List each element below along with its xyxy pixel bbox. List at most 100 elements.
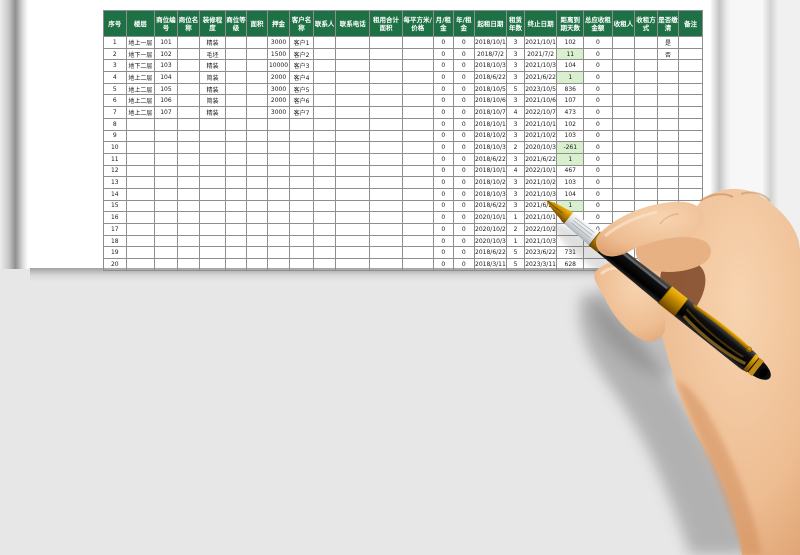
table-cell[interactable]: 0 [583,187,613,201]
table-cell[interactable]: 0 [432,71,455,84]
table-cell[interactable]: 2023/3/11 [523,258,558,271]
table-cell[interactable] [199,258,226,271]
table-cell[interactable] [289,211,314,224]
table-cell[interactable]: 2018/10/1 [473,164,508,178]
table-cell[interactable] [224,211,248,224]
table-cell[interactable] [611,164,636,178]
table-cell[interactable]: 0 [432,176,455,189]
table-cell[interactable] [266,164,291,178]
table-cell[interactable]: 3 [506,36,525,49]
table-cell[interactable] [634,129,658,143]
table-cell[interactable] [125,164,156,178]
table-cell[interactable] [611,223,636,236]
table-cell[interactable] [611,234,636,248]
table-cell[interactable] [369,141,403,154]
table-cell[interactable]: 2 [506,141,525,154]
table-cell[interactable] [335,117,371,131]
table-cell[interactable] [246,176,268,189]
table-cell[interactable] [199,141,226,154]
header-cell[interactable]: 租赁年数 [506,10,525,37]
table-cell[interactable] [678,223,703,236]
table-cell[interactable] [154,117,178,131]
table-cell[interactable]: 2021/10/6 [523,94,558,108]
table-cell[interactable] [312,59,337,73]
table-cell[interactable] [224,59,248,73]
table-cell[interactable] [369,152,403,166]
table-cell[interactable] [266,234,291,248]
table-cell[interactable]: 0 [453,187,475,201]
table-cell[interactable] [176,94,201,108]
table-cell[interactable] [369,258,403,271]
table-cell[interactable] [401,258,434,271]
table-cell[interactable] [611,94,636,108]
table-cell[interactable] [656,258,680,271]
table-cell[interactable] [369,59,403,73]
table-cell[interactable] [199,223,226,236]
table-cell[interactable] [656,176,680,189]
table-cell[interactable]: 10000 [266,59,291,73]
table-cell[interactable] [266,199,291,213]
table-cell[interactable] [224,36,248,49]
table-cell[interactable] [224,164,248,178]
table-cell[interactable] [634,71,658,84]
table-cell[interactable] [611,47,636,61]
table-cell[interactable] [369,71,403,84]
table-cell[interactable] [634,141,658,154]
table-cell[interactable] [369,117,403,131]
table-cell[interactable] [224,234,248,248]
table-cell[interactable] [401,199,434,213]
table-cell[interactable] [246,223,268,236]
table-cell[interactable]: 467 [556,164,585,178]
table-cell[interactable]: 2018/10/7 [473,106,508,119]
table-cell[interactable]: 103 [556,176,585,189]
table-cell[interactable] [154,258,178,271]
table-cell[interactable]: 15 [103,199,127,213]
table-cell[interactable]: 3 [506,129,525,143]
table-cell[interactable] [335,211,371,224]
table-cell[interactable] [656,187,680,201]
header-cell[interactable]: 面积 [246,10,268,37]
table-cell[interactable] [224,176,248,189]
table-cell[interactable]: 2018/10/2 [473,129,508,143]
table-cell[interactable] [678,199,703,213]
table-cell[interactable]: 3 [506,94,525,108]
table-cell[interactable]: 836 [556,82,585,96]
table-cell[interactable] [401,141,434,154]
table-cell[interactable] [611,187,636,201]
table-cell[interactable]: 102 [556,117,585,131]
table-cell[interactable]: 2020/10/1 [473,211,508,224]
table-cell[interactable] [634,164,658,178]
table-cell[interactable]: 2023/6/22 [523,246,558,260]
header-cell[interactable]: 年/租金 [453,10,475,37]
table-cell[interactable]: 2018/10/6 [473,94,508,108]
table-cell[interactable] [634,106,658,119]
table-cell[interactable] [611,36,636,49]
table-cell[interactable] [369,106,403,119]
table-cell[interactable]: 1 [556,71,585,84]
table-cell[interactable] [369,234,403,248]
table-cell[interactable] [125,234,156,248]
table-cell[interactable] [125,223,156,236]
table-cell[interactable] [125,152,156,166]
table-cell[interactable]: 3 [103,59,127,73]
table-cell[interactable]: 地上二层 [125,82,156,96]
table-cell[interactable] [246,47,268,61]
table-cell[interactable] [246,258,268,271]
table-cell[interactable] [266,211,291,224]
table-cell[interactable]: 2018/6/22 [473,199,508,213]
table-cell[interactable] [266,141,291,154]
header-cell[interactable]: 备注 [678,10,703,37]
table-cell[interactable] [656,246,680,260]
table-cell[interactable] [369,246,403,260]
table-cell[interactable] [176,176,201,189]
header-cell[interactable]: 租用合计面积 [369,10,403,37]
table-cell[interactable] [335,258,371,271]
table-cell[interactable] [335,234,371,248]
table-cell[interactable]: 0 [432,47,455,61]
table-cell[interactable]: 20 [103,258,127,271]
table-cell[interactable] [224,199,248,213]
table-cell[interactable] [401,59,434,73]
table-cell[interactable] [266,129,291,143]
table-cell[interactable] [154,199,178,213]
table-cell[interactable]: 2018/7/2 [473,47,508,61]
